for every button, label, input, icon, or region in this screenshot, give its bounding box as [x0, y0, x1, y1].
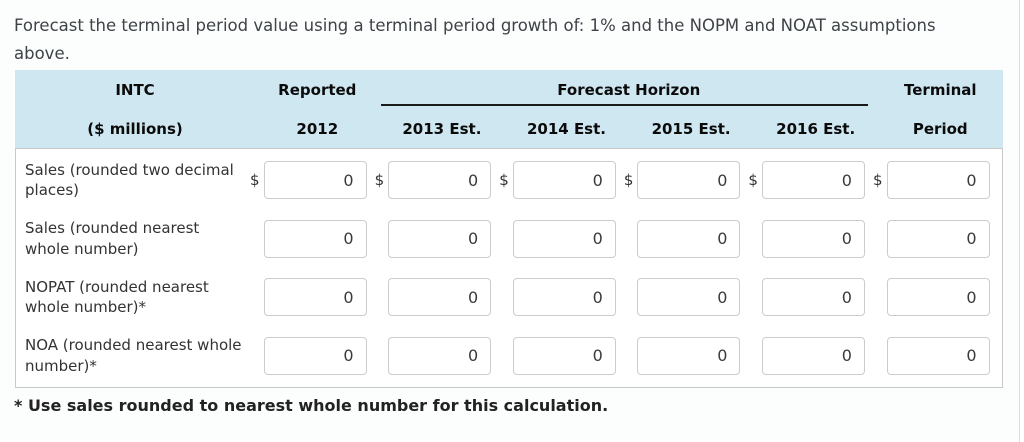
intro-text: Forecast the terminal period value using… — [14, 12, 1004, 68]
value-input[interactable] — [388, 161, 492, 200]
value-input[interactable] — [388, 219, 492, 258]
table-row-sales-decimal: Sales (rounded two decimal places) $ $ $… — [16, 151, 1002, 210]
row-label: NOA (rounded nearest whole number)* — [25, 336, 242, 375]
forecast-horizon-underline — [380, 104, 868, 106]
row-label: NOPAT (rounded nearest whole number)* — [25, 277, 209, 317]
header-row-2: ($ millions) 2012 2013 Est. 2014 Est. 20… — [15, 109, 1003, 148]
value-cell: $ — [499, 161, 628, 200]
value-cell — [254, 219, 379, 258]
table-row-sales-whole: Sales (rounded nearest whole number) — [16, 210, 1002, 269]
value-input[interactable] — [388, 278, 492, 317]
dollar-sign: $ — [873, 171, 883, 190]
value-cell — [628, 336, 753, 375]
value-input[interactable] — [512, 219, 616, 258]
table-header: INTC Reported Forecast Horizon Terminal … — [15, 70, 1003, 148]
header-reported-label: Reported — [278, 80, 357, 99]
value-input[interactable] — [886, 336, 990, 375]
header-forecast-horizon: Forecast Horizon — [380, 70, 878, 109]
value-cell — [752, 219, 877, 258]
row-label: Sales (rounded nearest whole number) — [25, 219, 200, 258]
dollar-sign: $ — [374, 171, 385, 190]
header-year-2013: 2013 Est. — [402, 119, 482, 138]
value-input[interactable] — [637, 161, 741, 200]
forecast-horizon-label: Forecast Horizon — [557, 80, 701, 99]
value-cell — [752, 278, 877, 317]
value-input[interactable] — [512, 336, 616, 375]
intro-line-2: above. — [14, 44, 70, 63]
value-input[interactable] — [886, 161, 990, 200]
table-row-nopat: NOPAT (rounded nearest whole number)* — [16, 268, 1002, 327]
value-cell — [628, 278, 753, 317]
value-input[interactable] — [263, 161, 367, 200]
value-input[interactable] — [886, 278, 990, 317]
table-row-noa: NOA (rounded nearest whole number)* — [16, 327, 1002, 386]
value-cell — [877, 219, 1002, 258]
header-year-2015: 2015 Est. — [651, 119, 731, 138]
value-input[interactable] — [886, 219, 990, 258]
value-input[interactable] — [512, 278, 616, 317]
footnote: * Use sales rounded to nearest whole num… — [14, 396, 609, 415]
value-cell: $ — [873, 161, 1002, 200]
value-cell — [628, 219, 753, 258]
dollar-sign: $ — [748, 171, 758, 190]
value-cell — [379, 219, 504, 258]
value-cell — [254, 278, 379, 317]
header-year-2014: 2014 Est. — [526, 119, 606, 138]
value-input[interactable] — [761, 336, 865, 375]
header-row-1: INTC Reported Forecast Horizon Terminal — [15, 70, 1003, 109]
intro-line-1: Forecast the terminal period value using… — [14, 16, 936, 35]
value-input[interactable] — [761, 161, 865, 200]
value-input[interactable] — [388, 336, 492, 375]
value-input[interactable] — [263, 278, 367, 317]
value-cell: $ — [250, 161, 379, 200]
dollar-sign: $ — [623, 171, 634, 190]
value-cell: $ — [748, 161, 877, 200]
value-cell — [254, 336, 379, 375]
dollar-sign: $ — [250, 171, 260, 190]
value-input[interactable] — [512, 161, 616, 200]
value-cell — [752, 336, 877, 375]
value-input[interactable] — [761, 219, 865, 258]
header-company: INTC — [115, 80, 155, 99]
value-cell: $ — [375, 161, 504, 200]
header-terminal-period: Period — [912, 119, 968, 138]
forecast-table: INTC Reported Forecast Horizon Terminal … — [15, 70, 1003, 388]
value-input[interactable] — [637, 219, 741, 258]
header-year-2012: 2012 — [296, 119, 339, 138]
dollar-sign: $ — [499, 171, 509, 190]
value-input[interactable] — [263, 336, 367, 375]
value-cell — [877, 278, 1002, 317]
header-terminal-label: Terminal — [904, 80, 977, 99]
value-cell — [503, 219, 628, 258]
value-cell — [877, 336, 1002, 375]
value-input[interactable] — [761, 278, 865, 317]
value-input[interactable] — [637, 278, 741, 317]
table-body: Sales (rounded two decimal places) $ $ $… — [15, 148, 1003, 388]
value-cell — [379, 278, 504, 317]
value-input[interactable] — [637, 336, 741, 375]
header-year-2016: 2016 Est. — [776, 119, 856, 138]
header-units: ($ millions) — [87, 119, 183, 138]
value-cell: $ — [624, 161, 753, 200]
value-input[interactable] — [263, 219, 367, 258]
value-cell — [503, 278, 628, 317]
row-label: Sales (rounded two decimal places) — [25, 160, 234, 200]
value-cell — [379, 336, 504, 375]
value-cell — [503, 336, 628, 375]
